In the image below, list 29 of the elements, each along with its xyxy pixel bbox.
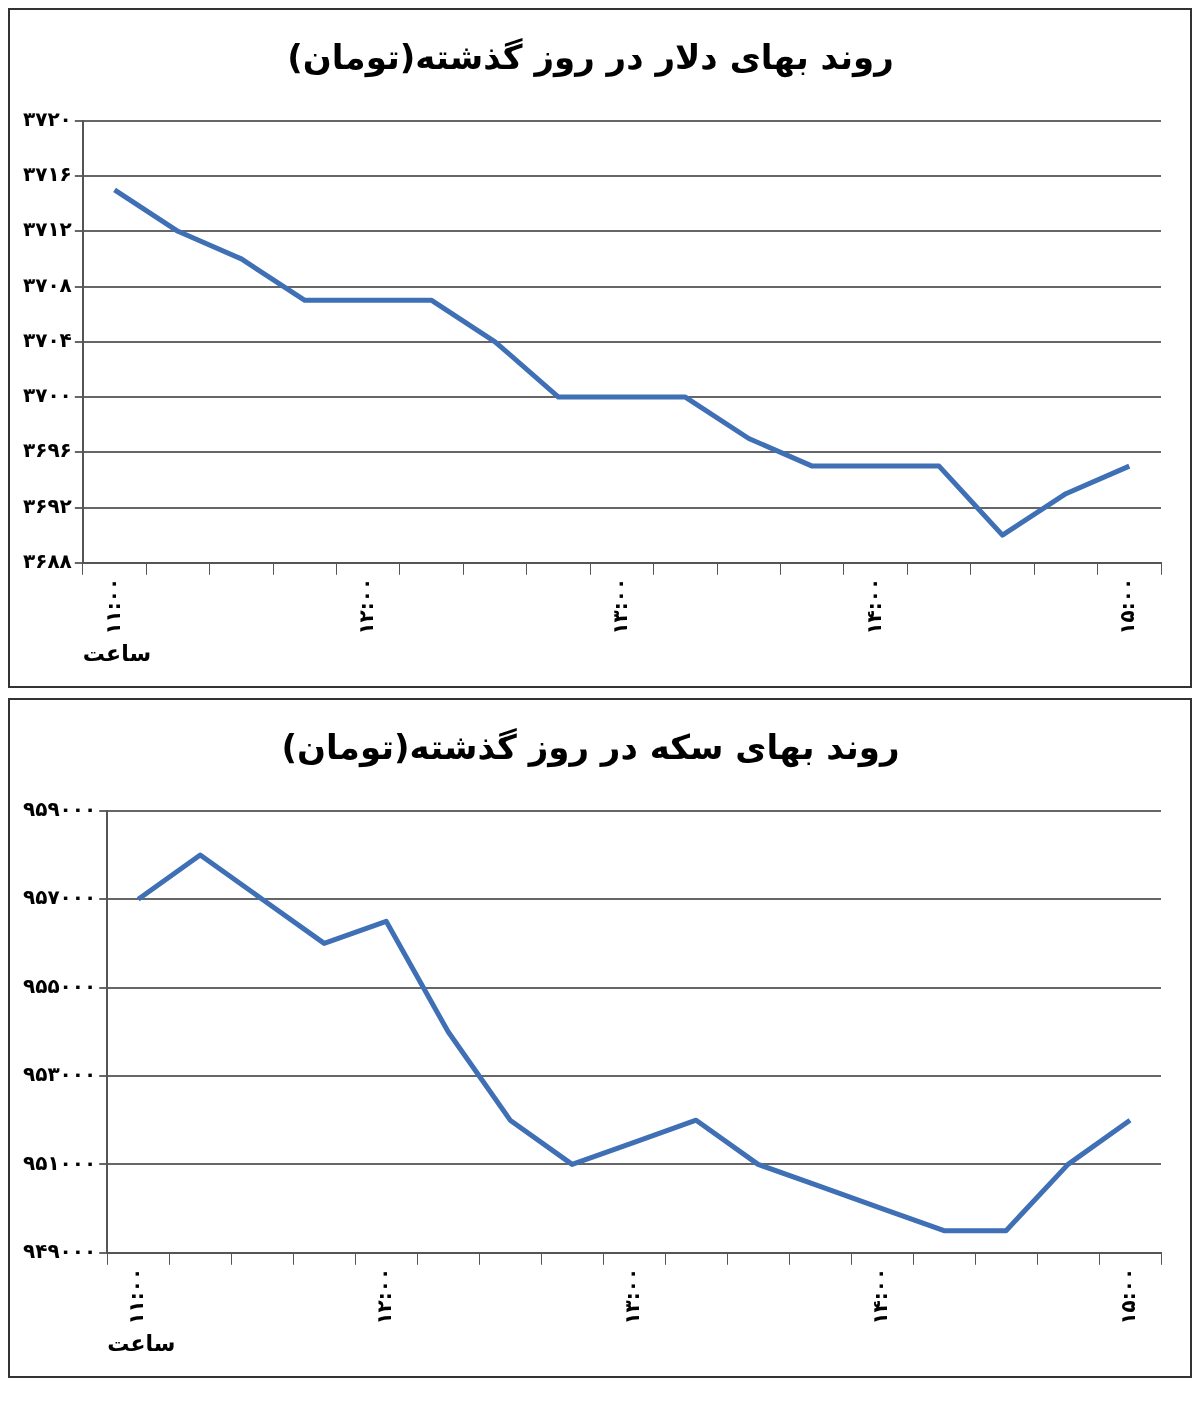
y-tick-label: ۳۶۹۶ bbox=[23, 438, 72, 463]
x-tick-label: ۱۵:۰۰ bbox=[1115, 577, 1140, 635]
y-tick-label: ۳۷۲۰ bbox=[23, 107, 72, 131]
chart-title: روند بهای سکه در روز گذشته(تومان) bbox=[281, 727, 900, 769]
chart-title: روند بهای دلار در روز گذشته(تومان) bbox=[287, 37, 894, 79]
y-tick-label: ۳۷۰۴ bbox=[23, 327, 72, 352]
y-tick-label: ۳۷۱۲ bbox=[23, 217, 72, 242]
x-tick-label: ۱۴:۰۰ bbox=[868, 1267, 893, 1325]
y-tick-label: ۳۶۹۲ bbox=[23, 493, 72, 518]
y-tick-label: ۳۷۱۶ bbox=[23, 162, 72, 187]
x-axis-title: ساعت bbox=[107, 1330, 176, 1356]
y-tick-label: ۹۵۳۰۰۰ bbox=[22, 1062, 97, 1087]
y-tick-label: ۹۵۱۰۰۰ bbox=[22, 1150, 97, 1175]
y-tick-label: ۹۵۵۰۰۰ bbox=[22, 973, 97, 998]
x-tick-label: ۱۴:۰۰ bbox=[861, 577, 886, 635]
y-tick-label: ۳۷۰۸ bbox=[23, 272, 72, 297]
x-tick-label: ۱۱:۰۰ bbox=[100, 577, 125, 635]
x-tick-label: ۱۳:۰۰ bbox=[608, 577, 633, 635]
x-tick-label: ۱۳:۰۰ bbox=[620, 1267, 645, 1325]
y-tick-label: ۳۶۸۸ bbox=[23, 548, 72, 573]
x-axis-title: ساعت bbox=[82, 640, 152, 666]
y-tick-label: ۳۷۰۰ bbox=[23, 383, 72, 408]
x-tick-label: ۱۱:۰۰ bbox=[124, 1267, 149, 1325]
x-tick-label: ۱۲:۰۰ bbox=[372, 1267, 397, 1325]
x-tick-label: ۱۲:۰۰ bbox=[354, 577, 379, 635]
x-tick-label: ۱۵:۰۰ bbox=[1116, 1267, 1141, 1325]
y-tick-label: ۹۵۷۰۰۰ bbox=[22, 885, 97, 910]
y-tick-label: ۹۵۹۰۰۰ bbox=[22, 797, 97, 821]
y-tick-label: ۹۴۹۰۰۰ bbox=[22, 1238, 97, 1263]
